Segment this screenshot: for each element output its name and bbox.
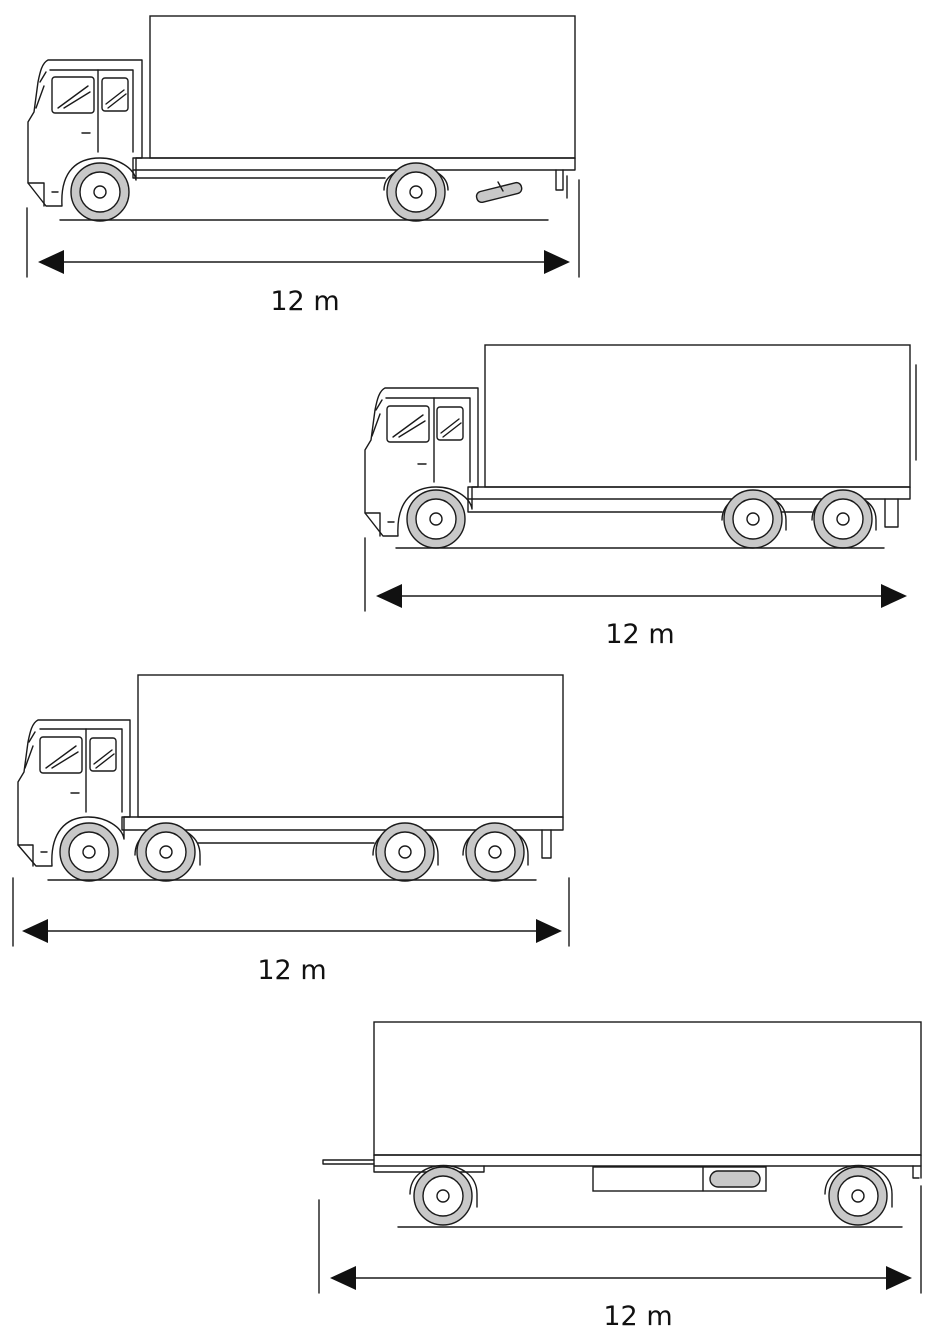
cargo-box: [373, 1021, 922, 1156]
wheel-rear-1: [723, 489, 783, 549]
drawbar: [322, 1159, 375, 1165]
vehicle-drawbar-trailer: 12 m: [318, 1021, 922, 1332]
wheel-axle-3: [375, 822, 435, 882]
chassis: [121, 816, 564, 859]
wheel-axle-1: [59, 822, 119, 882]
dimension-line: [318, 1185, 922, 1294]
tow-bar: [475, 181, 523, 204]
wheel-axle-2: [136, 822, 196, 882]
length-label: 12 m: [605, 619, 674, 650]
spare-tank: [709, 1170, 761, 1188]
cab: [17, 719, 131, 867]
vehicle-truck-2-axle: 12 m: [26, 15, 580, 317]
dimension-line: [26, 179, 580, 278]
length-label: 12 m: [257, 955, 326, 986]
wheel-front: [70, 162, 130, 222]
dimension-line: [12, 877, 570, 947]
vehicle-truck-3-axle: 12 m: [364, 344, 917, 650]
wheel-rear-2: [813, 489, 873, 549]
cargo-box: [484, 344, 917, 488]
wheel-rear: [386, 162, 446, 222]
cargo-box: [149, 15, 576, 159]
wheel-axle-4: [465, 822, 525, 882]
chassis: [467, 486, 911, 528]
cab: [364, 387, 479, 537]
wheel-front: [406, 489, 466, 549]
vehicle-truck-4-axle: 12 m: [12, 674, 570, 986]
length-label: 12 m: [270, 286, 339, 317]
dimension-line: [364, 537, 907, 612]
length-label: 12 m: [603, 1301, 672, 1332]
wheel-front: [413, 1166, 473, 1226]
wheel-rear: [828, 1166, 888, 1226]
cargo-box: [137, 674, 564, 818]
mud-flaps: [409, 1164, 893, 1208]
cab: [27, 59, 143, 207]
